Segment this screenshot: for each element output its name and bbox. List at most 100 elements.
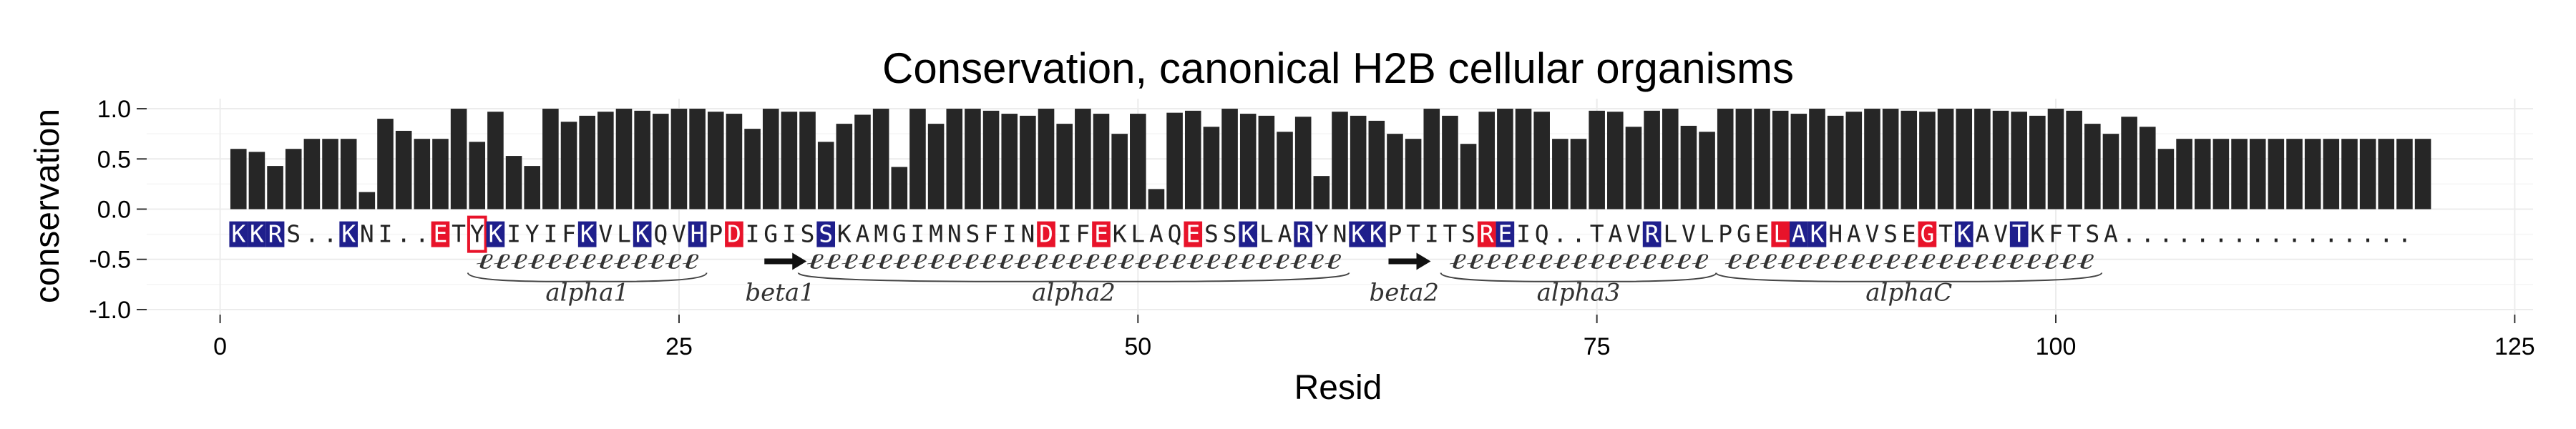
bar bbox=[1350, 115, 1367, 209]
bar bbox=[1387, 134, 1403, 209]
bar bbox=[450, 109, 467, 209]
residue-letter: P bbox=[708, 220, 723, 248]
residue-letter: Y bbox=[470, 220, 484, 248]
residue-highlight-blue bbox=[1954, 221, 1974, 247]
bar bbox=[615, 109, 633, 209]
x-tick-label: 25 bbox=[665, 333, 693, 360]
residue-letter: K bbox=[580, 220, 595, 248]
bar bbox=[2231, 139, 2248, 209]
residue-letter: . bbox=[2361, 220, 2375, 248]
chart-title: Conservation, canonical H2B cellular org… bbox=[882, 44, 1794, 92]
bar bbox=[542, 109, 559, 209]
residue-letter: E bbox=[1186, 220, 1200, 248]
residue-letter: F bbox=[984, 220, 998, 248]
residue-letter: K bbox=[231, 220, 245, 248]
residue-letter: . bbox=[2288, 220, 2302, 248]
residue-highlight-red bbox=[1037, 221, 1055, 247]
residue-letter: T bbox=[1443, 220, 1457, 248]
residue-letter: Q bbox=[653, 220, 668, 248]
bar bbox=[1478, 112, 1496, 209]
residue-letter: Y bbox=[525, 220, 540, 248]
residue-letter: . bbox=[1553, 220, 1567, 248]
residue-highlight-blue bbox=[816, 221, 836, 247]
residue-letter: L bbox=[1663, 220, 1677, 248]
residue-letter: T bbox=[2012, 220, 2026, 248]
residue-letter: I bbox=[379, 220, 393, 248]
residue-letter: S bbox=[965, 220, 980, 248]
residue-letter: K bbox=[1241, 220, 1255, 248]
residue-letter: . bbox=[2195, 220, 2210, 248]
residue-letter: H bbox=[691, 220, 705, 248]
x-tick-label: 75 bbox=[1584, 333, 1611, 360]
residue-letter: . bbox=[415, 220, 429, 248]
bar bbox=[1368, 120, 1385, 209]
bar bbox=[2212, 139, 2230, 209]
residue-letter: L bbox=[1131, 220, 1145, 248]
residue-letter: E bbox=[1498, 220, 1512, 248]
y-tick-label: -0.5 bbox=[89, 247, 131, 274]
residue-letter: L bbox=[617, 220, 631, 248]
residue-highlight-blue bbox=[1496, 221, 1515, 247]
bar bbox=[1497, 109, 1513, 209]
x-tick-label: 100 bbox=[2036, 333, 2077, 360]
residue-letter: . bbox=[2269, 220, 2283, 248]
bar bbox=[1075, 109, 1091, 209]
bar bbox=[1258, 115, 1275, 209]
residue-letter: . bbox=[305, 220, 319, 248]
bar bbox=[927, 124, 945, 209]
bar bbox=[1974, 109, 1991, 209]
bar bbox=[432, 139, 449, 209]
helix-brace bbox=[467, 272, 708, 282]
bar bbox=[744, 129, 761, 209]
residue-letter: T bbox=[452, 220, 466, 248]
residue-letter: V bbox=[672, 220, 686, 248]
bar bbox=[946, 109, 963, 209]
bar bbox=[1093, 114, 1110, 209]
residue-letter: V bbox=[598, 220, 613, 248]
residue-letter: T bbox=[1590, 220, 1604, 248]
residue-highlight-blue bbox=[265, 221, 285, 247]
bar bbox=[1607, 112, 1624, 209]
y-tick-label: 0.5 bbox=[97, 146, 131, 173]
axis-ticks: -1.0 -0.5 0.0 0.5 1.0 0 25 50 75 100 125 bbox=[89, 96, 2534, 360]
helix-brace bbox=[1715, 272, 2103, 282]
residue-letter: I bbox=[507, 220, 521, 248]
bar bbox=[726, 114, 743, 209]
secondary-structure-label: alphaC bbox=[1865, 279, 1952, 307]
bar bbox=[2029, 115, 2046, 209]
bar bbox=[303, 139, 321, 209]
bar bbox=[1277, 132, 1293, 209]
bar bbox=[891, 167, 908, 209]
residue-letter: E bbox=[1094, 220, 1108, 248]
residue-highlight-red bbox=[1477, 221, 1496, 247]
bar bbox=[909, 109, 926, 209]
residue-outline-box bbox=[467, 215, 487, 253]
bar bbox=[1111, 134, 1128, 209]
residue-letter: V bbox=[1626, 220, 1641, 248]
residue-highlight-blue bbox=[229, 221, 248, 247]
bar bbox=[1552, 139, 1568, 209]
bar bbox=[469, 142, 486, 209]
residue-highlight-blue bbox=[1367, 221, 1386, 247]
bar bbox=[1038, 109, 1055, 209]
residue-letter: S bbox=[1883, 220, 1898, 248]
bar bbox=[487, 112, 504, 209]
bar bbox=[2323, 139, 2340, 209]
residue-letter: . bbox=[2233, 220, 2247, 248]
residue-letter: I bbox=[746, 220, 760, 248]
residue-letter: K bbox=[488, 220, 502, 248]
residue-letter: S bbox=[286, 220, 301, 248]
bar bbox=[1864, 109, 1880, 209]
residue-letter: I bbox=[1058, 220, 1072, 248]
residue-letter: Y bbox=[1314, 220, 1329, 248]
residue-highlight-blue bbox=[1349, 221, 1367, 247]
residue-letter: A bbox=[1975, 220, 1989, 248]
residue-letter: I bbox=[911, 220, 925, 248]
bar bbox=[1754, 109, 1770, 209]
residue-letter: K bbox=[1957, 220, 1971, 248]
bar bbox=[1405, 139, 1422, 209]
y-tick-label: 0.0 bbox=[97, 197, 131, 224]
residue-letter: K bbox=[1351, 220, 1365, 248]
strand-arrow-head bbox=[792, 252, 807, 270]
